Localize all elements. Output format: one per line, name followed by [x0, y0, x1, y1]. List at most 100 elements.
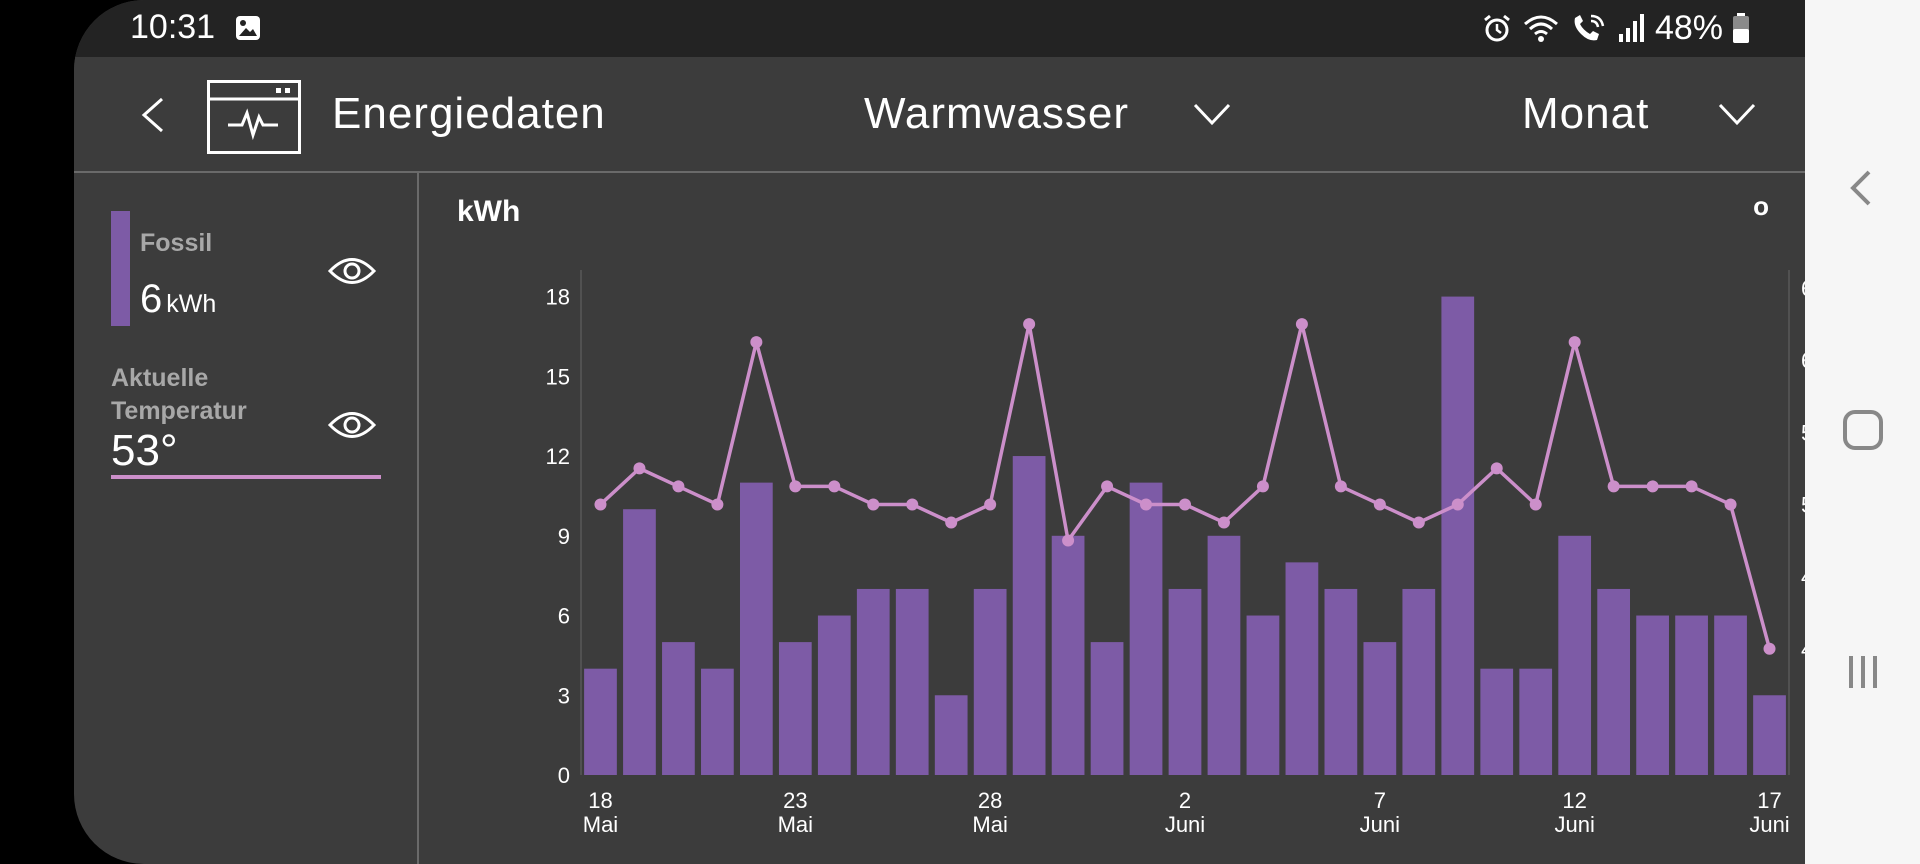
- temperature-number: 53: [111, 426, 160, 475]
- fossil-bar: [1519, 668, 1553, 775]
- fossil-bar: [1168, 588, 1202, 775]
- nav-recents-icon[interactable]: [1839, 648, 1887, 696]
- temperature-point: [1295, 318, 1308, 331]
- temperature-point: [1023, 318, 1036, 331]
- fossil-bar: [1285, 562, 1319, 775]
- temperature-point: [672, 480, 685, 493]
- x-tick-day: 17: [1757, 788, 1781, 813]
- page-title: Energiedaten: [332, 89, 606, 138]
- chevron-down-icon[interactable]: [1717, 99, 1757, 129]
- fossil-value: 6 kWh: [140, 277, 216, 322]
- temperature-value: 53°: [111, 426, 178, 476]
- fossil-bar: [1012, 456, 1046, 775]
- temperature-point: [1568, 336, 1581, 349]
- wifi-icon: [1523, 15, 1558, 42]
- battery-percent: 48%: [1654, 8, 1723, 47]
- fossil-bar: [895, 588, 929, 775]
- signal-icon: [1618, 14, 1644, 42]
- system-navigation-bar: [1805, 0, 1920, 864]
- left-axis-unit: kWh: [457, 195, 521, 228]
- x-tick-month: Juni: [1554, 812, 1594, 837]
- chart-canvas: 036912151844485256606418Mai23Mai28Mai2Ju…: [546, 270, 1805, 837]
- right-tick-label: 60: [1801, 348, 1805, 373]
- temperature-point: [1373, 498, 1386, 511]
- back-chevron-icon[interactable]: [134, 95, 174, 135]
- status-icons: 48%: [1481, 8, 1751, 47]
- fossil-bar: [1480, 668, 1514, 775]
- fossil-bar: [1714, 615, 1747, 775]
- period-dropdown[interactable]: Monat: [1522, 89, 1650, 138]
- x-tick-day: 18: [588, 788, 612, 813]
- energy-monitor-icon: [207, 80, 301, 154]
- temperature-point: [750, 336, 763, 349]
- fossil-bar: [1090, 642, 1124, 775]
- left-tick-label: 9: [558, 524, 570, 549]
- x-tick-day: 23: [783, 788, 807, 813]
- fossil-bar: [1597, 588, 1631, 775]
- temperature-point: [1490, 462, 1503, 475]
- temperature-unit: °: [159, 426, 178, 475]
- right-tick-label: 52: [1801, 492, 1805, 517]
- energy-chart: kWh o 036912151844485256606418Mai23Mai28…: [418, 173, 1805, 864]
- left-tick-label: 18: [546, 285, 570, 310]
- nav-home-icon[interactable]: [1839, 406, 1887, 454]
- legend-panel: Fossil 6 kWh Aktuelle Temperatur 53°: [74, 173, 419, 864]
- x-tick-day: 7: [1374, 788, 1386, 813]
- fossil-bar: [1675, 615, 1708, 775]
- temperature-point: [906, 498, 919, 511]
- nav-back-icon[interactable]: [1839, 164, 1887, 212]
- temperature-point: [1217, 516, 1230, 529]
- x-tick-day: 28: [978, 788, 1002, 813]
- fossil-unit: kWh: [166, 290, 217, 318]
- temperature-point: [1062, 534, 1075, 547]
- right-axis-unit: o: [1753, 191, 1769, 221]
- fossil-bar: [1246, 615, 1280, 775]
- temperature-point: [867, 498, 880, 511]
- image-icon: [236, 16, 260, 40]
- fossil-color-swatch: [111, 211, 130, 326]
- left-tick-label: 3: [558, 683, 570, 708]
- x-tick-month: Mai: [972, 812, 1007, 837]
- x-tick-month: Juni: [1360, 812, 1400, 837]
- fossil-label: Fossil: [140, 229, 213, 257]
- fossil-bar: [1753, 695, 1786, 775]
- alarm-icon: [1484, 14, 1510, 42]
- app-bar: Energiedaten Warmwasser Monat: [74, 57, 1805, 173]
- fossil-bar: [1129, 482, 1163, 775]
- fossil-bar: [1363, 642, 1397, 775]
- fossil-bar: [662, 642, 695, 775]
- left-tick-label: 12: [546, 444, 570, 469]
- battery-icon: [1733, 13, 1749, 43]
- temperature-point: [633, 462, 646, 475]
- left-tick-label: 0: [558, 763, 570, 788]
- right-tick-label: 44: [1801, 637, 1805, 662]
- status-bar: 10:31: [74, 0, 1805, 57]
- chevron-down-icon[interactable]: [1192, 99, 1232, 129]
- fossil-bar: [1051, 535, 1085, 775]
- x-tick-month: Mai: [583, 812, 618, 837]
- x-tick-day: 2: [1179, 788, 1191, 813]
- eye-icon[interactable]: [328, 254, 376, 288]
- fossil-bar: [584, 668, 617, 775]
- temperature-point: [1646, 480, 1659, 493]
- temperature-point: [945, 516, 958, 529]
- temperature-point: [1140, 498, 1153, 511]
- fossil-bar: [934, 695, 968, 775]
- temperature-point: [1763, 642, 1776, 655]
- status-time: 10:31: [130, 8, 216, 46]
- x-tick-day: 12: [1562, 788, 1586, 813]
- left-tick-label: 15: [546, 364, 570, 389]
- temperature-point: [1412, 516, 1425, 529]
- eye-icon[interactable]: [328, 408, 376, 442]
- temperature-label: Aktuelle Temperatur: [111, 364, 247, 425]
- left-tick-label: 6: [558, 604, 570, 629]
- x-tick-month: Juni: [1165, 812, 1205, 837]
- fossil-bar: [701, 668, 734, 775]
- temperature-point: [1256, 480, 1269, 493]
- temperature-point: [1607, 480, 1620, 493]
- fossil-bar: [856, 588, 890, 775]
- temperature-point: [1179, 498, 1191, 511]
- category-dropdown[interactable]: Warmwasser: [864, 89, 1130, 138]
- fossil-bar: [1636, 615, 1669, 775]
- app-screen: 10:31: [74, 0, 1805, 864]
